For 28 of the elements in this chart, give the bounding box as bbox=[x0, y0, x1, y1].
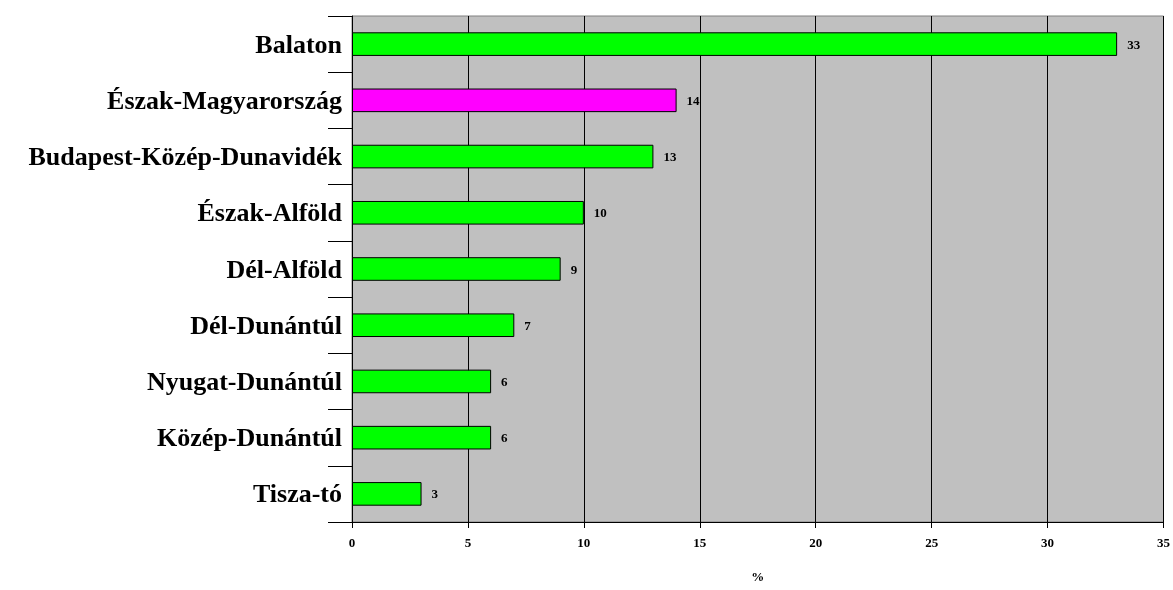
y-tick-label: Dél-Dunántúl bbox=[190, 310, 342, 340]
x-tick-label: 20 bbox=[809, 535, 823, 550]
x-tick-label: 15 bbox=[693, 535, 707, 550]
y-tick-label: Nyugat-Dunántúl bbox=[146, 366, 342, 396]
bar bbox=[352, 482, 422, 506]
x-tick-label: 10 bbox=[577, 535, 591, 550]
x-axis-title: % bbox=[751, 569, 765, 584]
data-label: 7 bbox=[524, 317, 532, 333]
data-label: 6 bbox=[501, 373, 509, 389]
y-tick-label: Tisza-tó bbox=[252, 479, 342, 509]
x-tick-label: 35 bbox=[1157, 535, 1171, 550]
y-tick-label: Budapest-Közép-Dunavidék bbox=[28, 142, 343, 172]
data-label: 33 bbox=[1127, 36, 1141, 52]
x-tick-label: 0 bbox=[348, 535, 356, 550]
data-label: 10 bbox=[593, 205, 607, 221]
x-tick-label: 25 bbox=[925, 535, 939, 550]
data-label: 14 bbox=[686, 92, 701, 108]
y-tick-label: Dél-Alföld bbox=[226, 254, 343, 284]
y-tick-label: Észak-Alföld bbox=[197, 198, 343, 228]
data-label: 6 bbox=[501, 430, 509, 446]
data-label: 13 bbox=[663, 149, 677, 165]
data-label: 9 bbox=[570, 261, 578, 277]
data-label: 3 bbox=[431, 486, 439, 502]
y-tick-label: Balaton bbox=[255, 29, 343, 59]
y-tick-label: Közép-Dunántúl bbox=[157, 423, 342, 453]
y-tick-label: Észak-Magyarország bbox=[107, 85, 342, 115]
x-tick-label: 30 bbox=[1041, 535, 1055, 550]
x-tick-label: 5 bbox=[464, 535, 472, 550]
